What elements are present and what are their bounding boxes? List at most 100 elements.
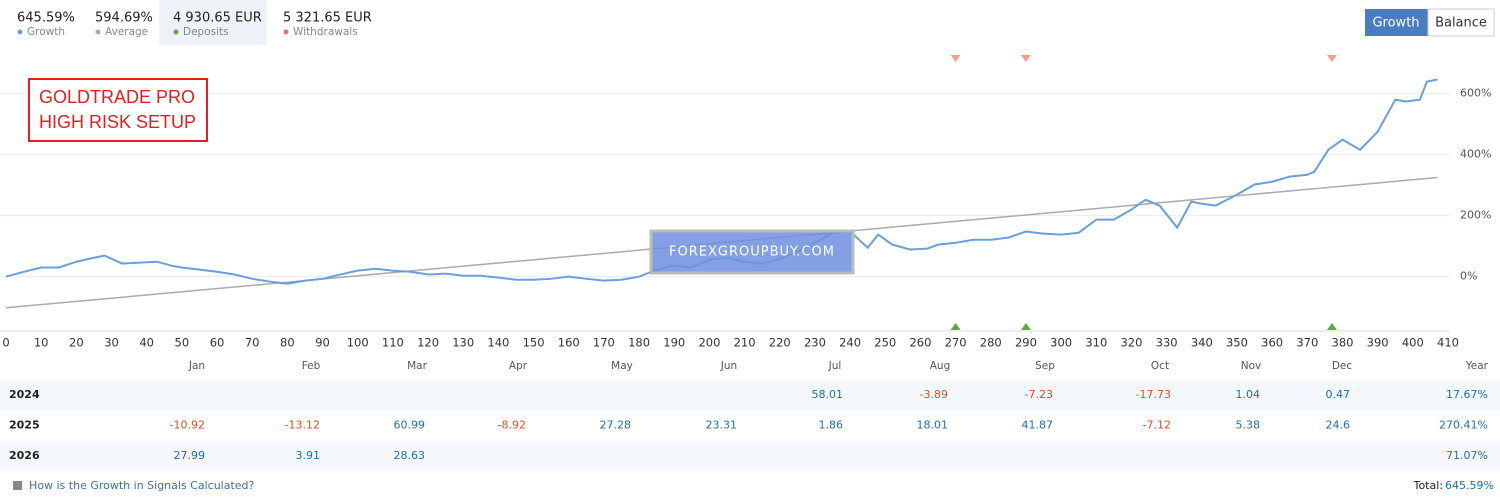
month-value: -7.12: [1143, 419, 1171, 432]
month-value: 27.28: [600, 419, 632, 432]
deposit-marker: [1326, 323, 1337, 330]
button-label[interactable]: Balance: [1435, 16, 1487, 31]
x-tick-label: 330: [1156, 336, 1178, 350]
annotation-text: GOLDTRADE PRO: [39, 87, 195, 107]
x-tick-label: 250: [874, 336, 896, 350]
x-tick-label: 320: [1120, 336, 1142, 350]
x-tick-label: 120: [417, 336, 439, 350]
help-icon: [13, 481, 22, 490]
y-tick-label: 600%: [1460, 87, 1491, 100]
month-header: Jan: [188, 360, 205, 372]
x-tick-label: 0: [2, 336, 9, 350]
watermark-text: FOREXGROUPBUY.COM: [669, 245, 835, 260]
x-tick-label: 20: [69, 336, 84, 350]
month-value: 58.01: [812, 388, 844, 401]
active-stat-bg: [159, 0, 267, 45]
row-bg: [0, 380, 1500, 410]
x-tick-label: 130: [452, 336, 474, 350]
annotation-text: HIGH RISK SETUP: [39, 112, 196, 132]
month-header: Nov: [1241, 360, 1262, 372]
month-header: Jun: [720, 360, 737, 372]
month-header: Dec: [1332, 360, 1353, 372]
help-link[interactable]: How is the Growth in Signals Calculated?: [29, 479, 255, 492]
x-tick-label: 380: [1332, 336, 1354, 350]
total-value: 645.59%: [1445, 479, 1494, 492]
x-tick-label: 200: [698, 336, 720, 350]
y-tick-label: 200%: [1460, 209, 1491, 222]
year-total: 17.67%: [1446, 388, 1488, 401]
stat-dot: [283, 29, 289, 35]
withdrawal-marker: [1326, 55, 1337, 62]
x-tick-label: 260: [909, 336, 931, 350]
x-tick-label: 10: [34, 336, 49, 350]
growth-button[interactable]: [1365, 9, 1428, 36]
stat-label: Average: [105, 26, 148, 38]
x-tick-label: 370: [1296, 336, 1318, 350]
x-tick-label: 30: [104, 336, 119, 350]
x-tick-label: 360: [1261, 336, 1283, 350]
stat-label: Deposits: [183, 26, 229, 38]
x-tick-label: 80: [280, 336, 295, 350]
y-tick-label: 400%: [1460, 148, 1491, 161]
x-tick-label: 70: [245, 336, 260, 350]
x-tick-label: 280: [980, 336, 1002, 350]
month-header: Sep: [1035, 360, 1055, 372]
month-value: 27.99: [174, 449, 206, 462]
month-value: -17.73: [1136, 388, 1171, 401]
row-bg: [0, 441, 1500, 471]
month-value: 3.91: [296, 449, 321, 462]
month-value: 60.99: [394, 419, 426, 432]
x-tick-label: 170: [593, 336, 615, 350]
x-tick-label: 50: [175, 336, 190, 350]
y-tick-label: 0%: [1460, 270, 1477, 283]
x-tick-label: 290: [1015, 336, 1037, 350]
x-tick-label: 300: [1050, 336, 1072, 350]
x-tick-label: 230: [804, 336, 826, 350]
x-tick-label: 40: [139, 336, 154, 350]
x-tick-label: 340: [1191, 336, 1213, 350]
year-total: 270.41%: [1439, 419, 1488, 432]
month-value: 18.01: [917, 419, 949, 432]
year-label: 2024: [9, 388, 40, 401]
withdrawal-marker: [950, 55, 961, 62]
x-tick-label: 190: [663, 336, 685, 350]
total-label: Total:: [1413, 479, 1443, 492]
month-value: -3.89: [920, 388, 948, 401]
x-tick-label: 390: [1367, 336, 1389, 350]
x-tick-label: 140: [487, 336, 509, 350]
deposit-marker: [950, 323, 961, 330]
balance-button[interactable]: [1427, 8, 1495, 37]
month-value: -8.92: [498, 419, 526, 432]
month-value: 1.04: [1236, 388, 1261, 401]
stat-value: 5 321.65 EUR: [283, 11, 372, 26]
year-label: 2026: [9, 449, 40, 462]
x-tick-label: 310: [1085, 336, 1107, 350]
stat-value: 4 930.65 EUR: [173, 11, 262, 26]
x-tick-label: 410: [1437, 336, 1459, 350]
month-value: 23.31: [706, 419, 738, 432]
withdrawal-marker: [1020, 55, 1031, 62]
x-tick-label: 350: [1226, 336, 1248, 350]
month-value: 41.87: [1022, 419, 1054, 432]
month-header: Year: [1465, 360, 1489, 372]
x-tick-label: 100: [347, 336, 369, 350]
x-tick-label: 210: [734, 336, 756, 350]
stat-dot: [17, 29, 23, 35]
deposit-marker: [1020, 323, 1031, 330]
x-tick-label: 160: [558, 336, 580, 350]
month-header: Jul: [828, 360, 842, 372]
watermark-box: [649, 229, 855, 275]
annotation-box: [28, 78, 208, 142]
month-value: 1.86: [819, 419, 844, 432]
stat-dot: [173, 29, 179, 35]
x-tick-label: 270: [945, 336, 967, 350]
x-tick-label: 110: [382, 336, 404, 350]
month-header: Aug: [930, 360, 951, 372]
month-value: -13.12: [285, 419, 320, 432]
month-header: Feb: [302, 360, 321, 372]
button-label[interactable]: Growth: [1372, 16, 1419, 31]
month-value: 5.38: [1236, 419, 1261, 432]
x-tick-label: 240: [839, 336, 861, 350]
x-tick-label: 400: [1402, 336, 1424, 350]
